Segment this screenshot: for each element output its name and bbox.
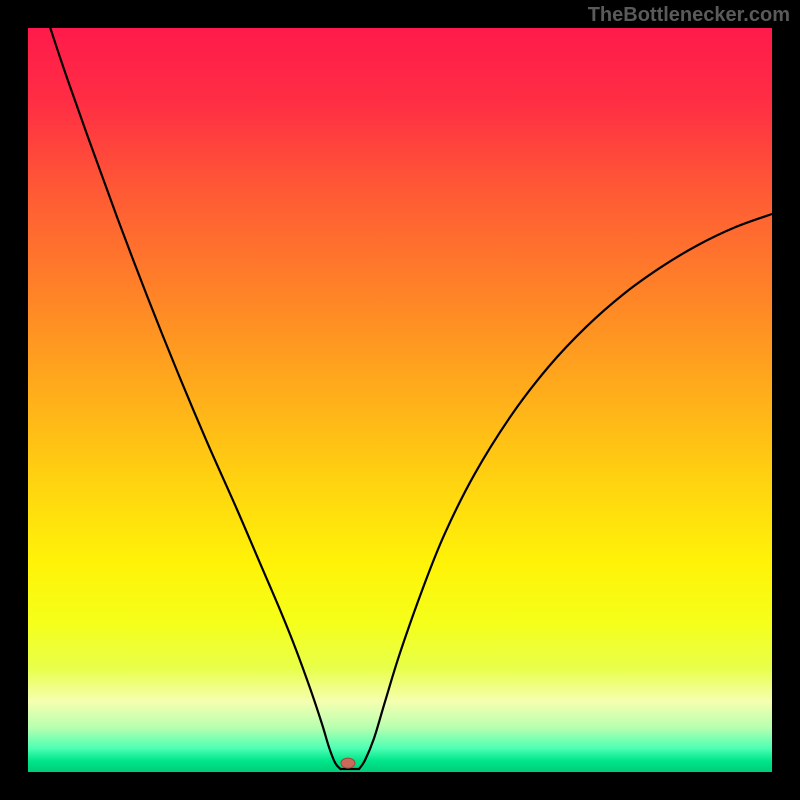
bottleneck-chart	[0, 0, 800, 800]
watermark-text: TheBottlenecker.com	[588, 4, 790, 27]
chart-container: TheBottlenecker.com	[0, 0, 800, 800]
optimum-marker	[341, 758, 355, 768]
